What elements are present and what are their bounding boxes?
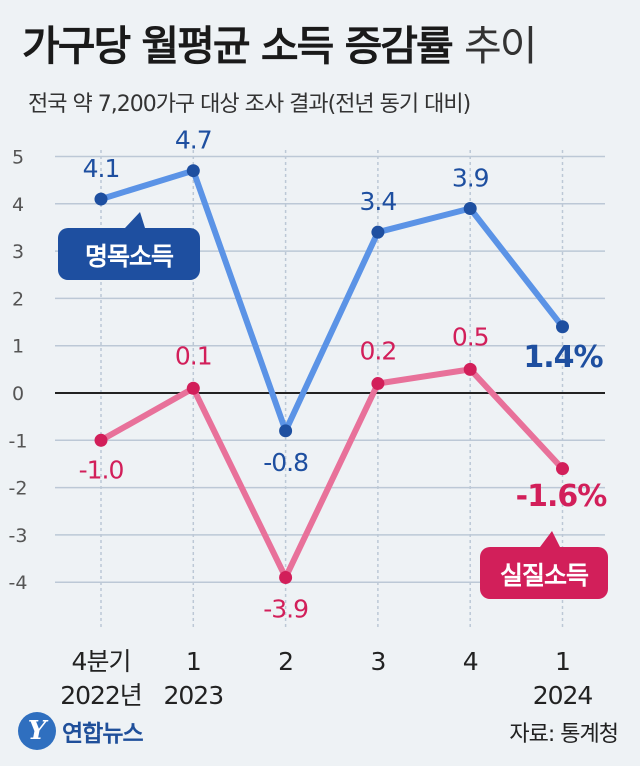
x-tick-label: 2023	[163, 681, 223, 710]
chart-title: 가구당 월평균 소득 증감률 추이	[22, 12, 537, 72]
data-label: 0.2	[360, 337, 397, 366]
data-label: 3.9	[452, 164, 489, 193]
data-label: 4.1	[83, 154, 120, 183]
y-tick-label: 4	[12, 194, 24, 216]
data-label: 1.4%	[523, 340, 603, 375]
x-tick-label: 2022년	[60, 681, 142, 710]
chart-subtitle: 전국 약 7,200가구 대상 조사 결과(전년 동기 대비)	[28, 92, 471, 117]
data-point	[556, 462, 569, 476]
y-tick-label: -2	[9, 478, 28, 500]
x-tick-label: 4	[463, 647, 478, 676]
data-point	[94, 433, 108, 447]
data-label: 4.7	[175, 126, 212, 155]
data-point	[279, 424, 293, 438]
data-point	[371, 377, 385, 391]
data-point	[463, 202, 477, 216]
legend-nominal-badge	[58, 212, 200, 280]
x-tick-label: 1	[186, 647, 201, 676]
x-tick-label: 2024	[533, 681, 593, 710]
legend-real-badge	[480, 531, 608, 599]
data-point	[463, 362, 477, 376]
y-tick-label: 5	[12, 147, 24, 169]
data-point	[371, 225, 385, 239]
data-label: -0.8	[263, 448, 308, 477]
y-tick-label: 0	[12, 383, 24, 405]
legend-real-label: 실질소득	[500, 561, 589, 590]
source-note: 자료: 통계청	[509, 722, 619, 747]
data-label: 0.1	[175, 341, 212, 370]
real-income-line	[98, 366, 566, 581]
x-tick-label: 2	[278, 647, 293, 676]
y-tick-label: -4	[9, 572, 28, 594]
y-tick-label: 3	[12, 241, 24, 263]
x-tick-label: 1	[555, 647, 570, 676]
x-tick-label: 4분기	[72, 647, 131, 676]
y-tick-label: 2	[12, 288, 24, 310]
y-tick-label: -1	[9, 430, 28, 452]
data-point	[94, 192, 108, 206]
data-label: 0.5	[452, 322, 489, 351]
data-label: 3.4	[360, 187, 397, 216]
y-tick-label: -3	[9, 525, 28, 547]
legend-nominal-label: 명목소득	[85, 242, 174, 271]
data-point	[186, 164, 200, 178]
logo: Y 연합뉴스	[18, 712, 144, 750]
data-label: -1.6%	[516, 479, 608, 514]
title-main: 가구당 월평균 소득 증감률	[22, 22, 454, 70]
data-point	[279, 570, 293, 584]
title-light: 추이	[464, 22, 537, 70]
y-tick-label: 1	[12, 336, 24, 358]
data-point	[556, 320, 569, 334]
yonhap-logo-icon: Y	[18, 712, 56, 750]
logo-text: 연합뉴스	[62, 721, 144, 747]
data-label: -3.9	[263, 594, 308, 623]
data-point	[186, 381, 200, 395]
data-label: -1.0	[79, 455, 124, 484]
nominal-income-line	[98, 167, 566, 434]
x-tick-label: 3	[370, 647, 385, 676]
